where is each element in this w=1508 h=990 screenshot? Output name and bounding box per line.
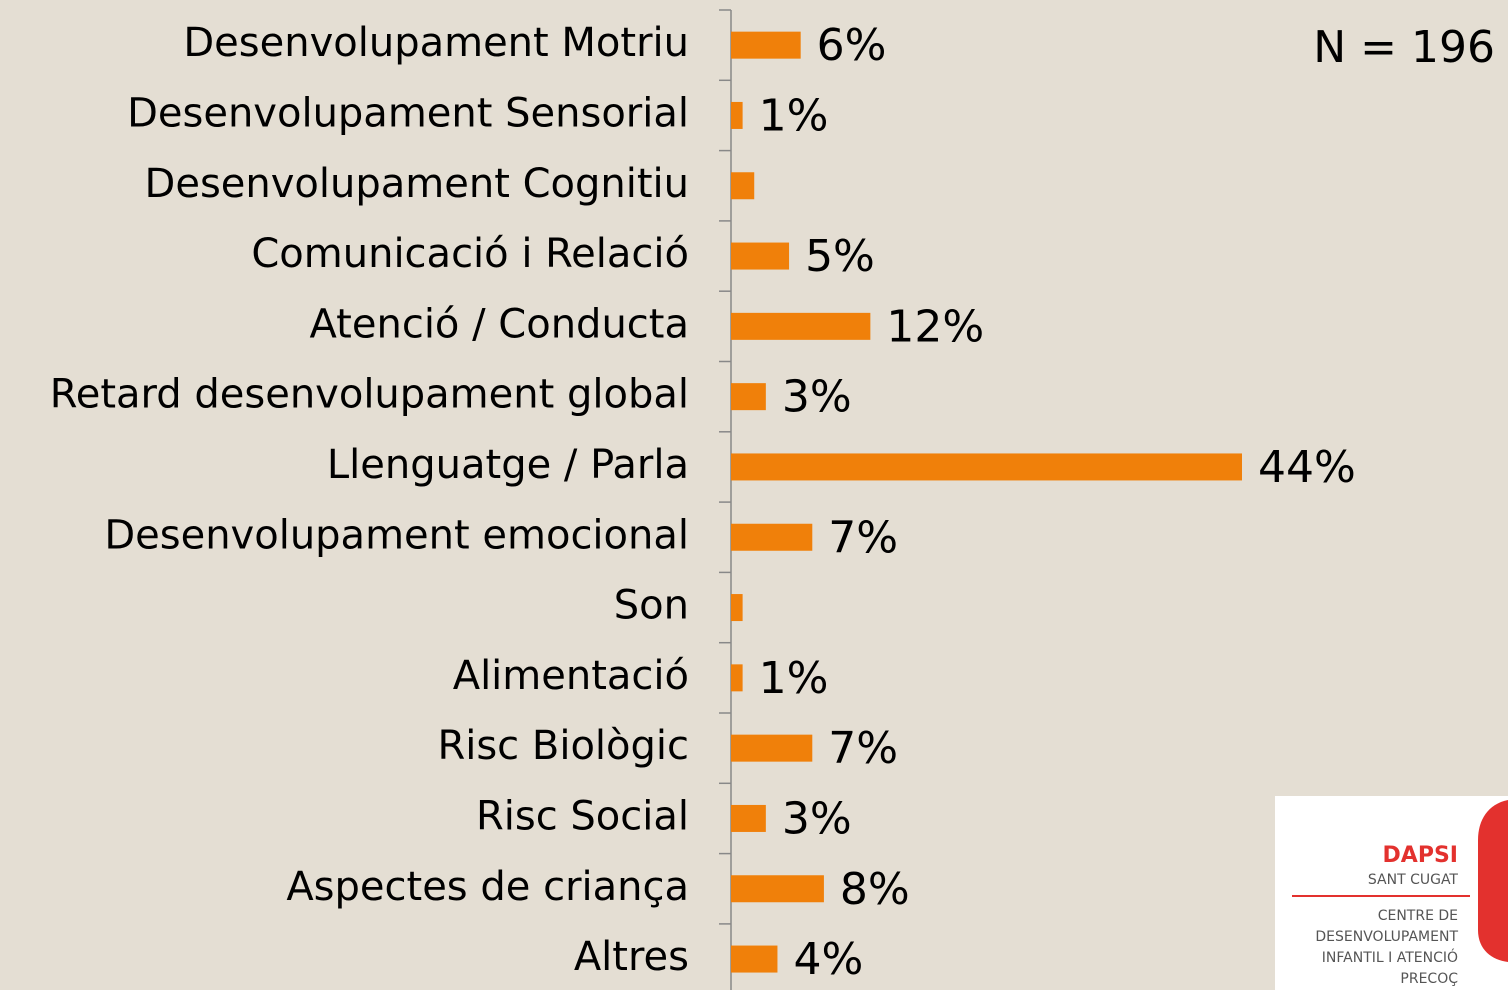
bar bbox=[731, 594, 743, 622]
y-tick-label: Comunicació i Relació bbox=[251, 231, 689, 277]
bar bbox=[731, 312, 871, 340]
data-label: 3% bbox=[782, 793, 852, 844]
bar bbox=[731, 31, 801, 59]
y-tick-label: Risc Biològic bbox=[437, 723, 689, 769]
y-tick-label: Aspectes de criança bbox=[286, 864, 689, 910]
logo-line: DESENVOLUPAMENT bbox=[1315, 929, 1458, 945]
y-tick-label: Alimentació bbox=[453, 653, 689, 699]
bar bbox=[731, 875, 824, 903]
bar bbox=[731, 664, 743, 692]
data-label: 44% bbox=[1258, 442, 1356, 493]
logo-name: DAPSI bbox=[1383, 843, 1458, 868]
y-tick-label: Son bbox=[614, 583, 689, 629]
annotation: N = 196 bbox=[1313, 22, 1495, 73]
bar bbox=[731, 242, 790, 270]
y-tick-label: Atenció / Conducta bbox=[310, 301, 689, 347]
data-label: 7% bbox=[828, 723, 898, 774]
bar bbox=[731, 453, 1242, 481]
bar bbox=[731, 101, 743, 129]
data-label: 3% bbox=[782, 372, 852, 423]
y-tick-label: Llenguatge / Parla bbox=[327, 442, 689, 488]
bar bbox=[731, 945, 778, 973]
y-tick-label: Risc Social bbox=[476, 793, 689, 839]
y-tick-label: Desenvolupament emocional bbox=[104, 512, 689, 558]
y-tick-label: Desenvolupament Sensorial bbox=[127, 90, 689, 136]
logo-shape bbox=[1478, 800, 1508, 962]
data-label: 1% bbox=[759, 653, 829, 704]
bar bbox=[731, 523, 813, 551]
bar bbox=[731, 804, 766, 832]
logo-line: INFANTIL I ATENCIÓ bbox=[1322, 948, 1458, 966]
y-tick-label: Retard desenvolupament global bbox=[50, 372, 689, 418]
y-tick-label: Altres bbox=[574, 934, 689, 980]
logo: DAPSI SANT CUGAT CENTRE DE DESENVOLUPAME… bbox=[1275, 796, 1508, 990]
data-label: 4% bbox=[793, 934, 863, 985]
data-label: 7% bbox=[828, 512, 898, 563]
data-label: 5% bbox=[805, 231, 875, 282]
logo-box bbox=[1275, 796, 1508, 990]
logo-line: PRECOÇ bbox=[1400, 971, 1458, 987]
logo-line: CENTRE DE bbox=[1378, 908, 1458, 924]
bar bbox=[731, 172, 755, 200]
logo-place: SANT CUGAT bbox=[1368, 872, 1459, 888]
bar bbox=[731, 383, 766, 411]
bar bbox=[731, 734, 813, 762]
data-label: 8% bbox=[840, 864, 910, 915]
y-tick-label: Desenvolupament Cognitiu bbox=[145, 161, 689, 207]
y-tick-label: Desenvolupament Motriu bbox=[183, 20, 689, 66]
data-label: 12% bbox=[886, 301, 984, 352]
data-label: 1% bbox=[759, 90, 829, 141]
data-label: 6% bbox=[817, 20, 887, 71]
